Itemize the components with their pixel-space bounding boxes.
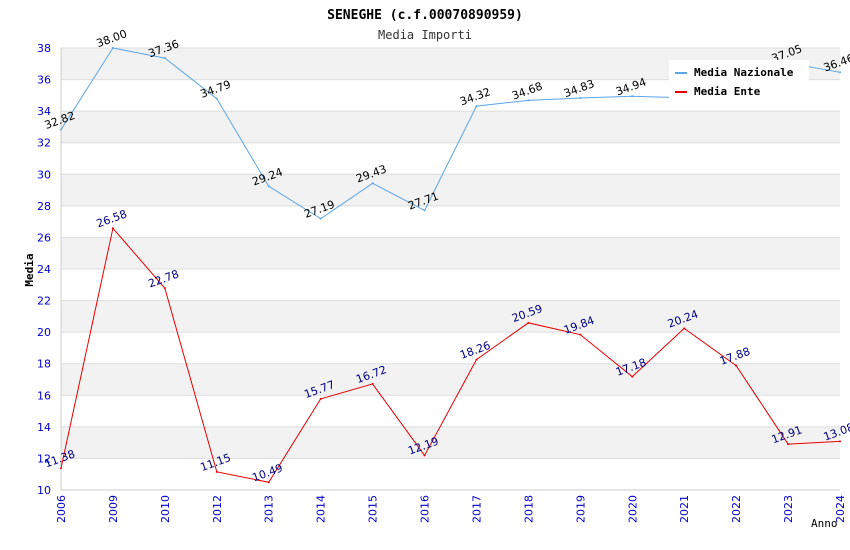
- data-point: [683, 327, 686, 330]
- y-tick-label: 16: [37, 389, 51, 402]
- x-tick-label: 2019: [574, 495, 587, 523]
- data-point: [475, 105, 478, 108]
- gridlines: [61, 47, 840, 491]
- data-point: [423, 454, 426, 457]
- x-tick-label: 2012: [211, 495, 224, 523]
- plot-band: [61, 426, 840, 459]
- y-tick-label: 32: [37, 137, 51, 150]
- x-tick-label: 2018: [522, 495, 535, 523]
- y-tick-label: 10: [37, 484, 51, 497]
- data-label: 38.00: [95, 27, 129, 50]
- legend-label-media-ente: Media Ente: [694, 85, 761, 98]
- data-point: [787, 443, 790, 446]
- plot-bands: [61, 48, 840, 459]
- data-point: [267, 481, 270, 484]
- legend-label-media-nazionale: Media Nazionale: [694, 66, 794, 79]
- y-tick-label: 22: [37, 295, 51, 308]
- x-axis-title: Anno: [811, 517, 838, 530]
- y-tick-label: 14: [37, 421, 51, 434]
- data-point: [579, 333, 582, 336]
- data-point: [60, 467, 62, 470]
- data-point: [579, 97, 582, 100]
- data-point: [60, 128, 62, 131]
- x-tick-label: 2006: [55, 495, 68, 523]
- data-point: [371, 382, 374, 385]
- y-tick-label: 28: [37, 200, 51, 213]
- x-tick-label: 2024: [834, 495, 847, 523]
- y-tick-label: 38: [37, 42, 51, 55]
- data-point: [423, 209, 426, 212]
- series-line-media-ente: [60, 227, 841, 483]
- y-tick-label: 30: [37, 168, 51, 181]
- plot-band: [61, 174, 840, 206]
- data-label: 10.49: [251, 461, 285, 484]
- x-tick-label: 2022: [730, 495, 743, 523]
- x-tick-label: 2016: [419, 495, 432, 523]
- data-point: [527, 321, 530, 324]
- chart-title: SENEGHE (c.f.00070890959): [327, 8, 523, 23]
- y-tick-label: 20: [37, 326, 51, 339]
- data-label: 34.68: [510, 80, 544, 103]
- data-point: [267, 185, 270, 188]
- data-point: [163, 287, 166, 290]
- data-point: [319, 397, 322, 400]
- y-tick-label: 12: [37, 452, 51, 465]
- x-tick-label: 2010: [159, 495, 172, 523]
- x-tick-label: 2014: [315, 495, 328, 523]
- data-point: [371, 182, 374, 185]
- y-tick-label: 34: [37, 105, 51, 118]
- y-axis-title: Media: [23, 253, 36, 286]
- x-tick-label: 2017: [470, 495, 483, 523]
- y-tick-labels: 10 12 14 16 18 20 22 24 26 28 30 32 34 36 38: [37, 42, 51, 497]
- legend: Media Nazionale Media Ente: [669, 60, 809, 102]
- data-point: [163, 57, 166, 60]
- data-point: [527, 99, 530, 102]
- data-label: 11.38: [43, 447, 77, 470]
- data-point: [735, 364, 738, 367]
- x-tick-label: 2023: [782, 495, 795, 523]
- x-tick-label: 2020: [626, 495, 639, 523]
- plot-band: [61, 300, 840, 333]
- x-tick-labels: 2006 2009 2010 2012 2013 2014 2015 2016 2017 2018…: [55, 495, 847, 523]
- data-label: 26.58: [95, 207, 129, 230]
- plot-band: [61, 237, 840, 269]
- data-point: [319, 217, 322, 220]
- data-point: [839, 71, 841, 74]
- data-label: 34.83: [562, 77, 596, 100]
- y-tick-label: 24: [37, 263, 51, 276]
- x-tick-label: 2013: [263, 495, 276, 523]
- x-tick-label: 2009: [107, 495, 120, 523]
- data-label: 18.26: [458, 339, 492, 362]
- plot-band: [61, 111, 840, 143]
- data-point: [631, 95, 634, 98]
- data-point: [631, 375, 634, 378]
- data-point: [215, 470, 218, 473]
- legend-box: [669, 60, 809, 102]
- chart-subtitle: Media Importi: [378, 28, 472, 42]
- series-media-ente: [60, 227, 841, 484]
- plot-band: [61, 363, 840, 396]
- y-tick-label: 26: [37, 231, 51, 244]
- data-point: [839, 440, 841, 443]
- data-point: [111, 47, 114, 49]
- data-point: [215, 97, 218, 100]
- x-tick-label: 2015: [367, 495, 380, 523]
- data-point: [111, 227, 114, 230]
- y-tick-label: 36: [37, 74, 51, 87]
- x-tick-label: 2021: [678, 495, 691, 523]
- y-tick-label: 18: [37, 358, 51, 371]
- data-point: [475, 358, 478, 361]
